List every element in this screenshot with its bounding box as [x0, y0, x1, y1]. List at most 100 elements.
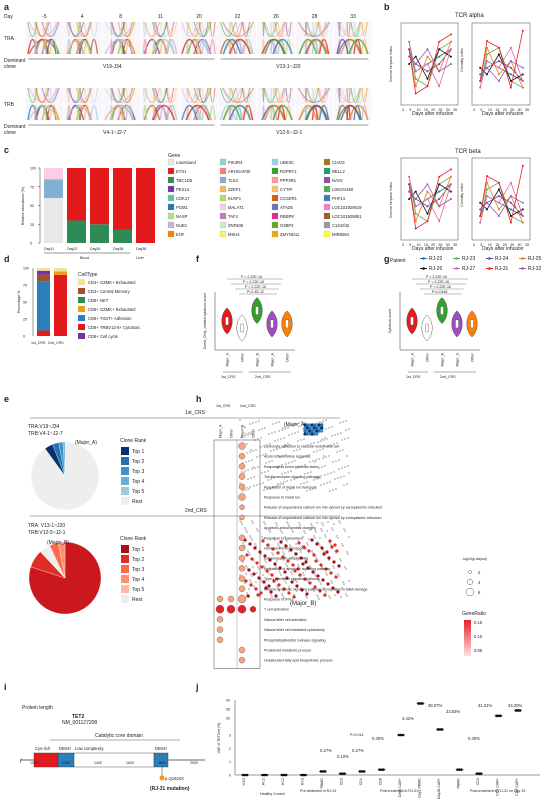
day-tick: 20 — [196, 14, 202, 20]
stack-segment — [37, 268, 50, 271]
umap-highlight — [249, 583, 253, 587]
dot — [238, 575, 246, 582]
chord-cell — [180, 22, 218, 54]
umap-point — [330, 425, 334, 429]
umap-highlight — [246, 594, 250, 598]
umap-point — [248, 578, 252, 582]
umap-point — [345, 454, 349, 458]
umap-point — [343, 565, 347, 569]
legend-swatch — [167, 185, 175, 193]
series-line — [479, 165, 524, 223]
y-tick: 75 — [30, 185, 34, 189]
legend-label: LowAbund — [176, 160, 196, 165]
umap-highlight — [247, 568, 251, 572]
umap-point — [296, 538, 300, 542]
umap-highlight — [256, 593, 260, 597]
umap-point — [285, 479, 289, 483]
umap-point — [328, 489, 332, 493]
legend-swatch — [323, 158, 331, 166]
umap-point — [314, 486, 318, 490]
x-tick: 10 — [488, 108, 492, 112]
umap-point — [253, 466, 257, 470]
x-tick: 10 — [488, 243, 492, 247]
stack-segment — [37, 274, 50, 282]
umap-point — [331, 460, 335, 464]
umap-point — [300, 420, 304, 424]
umap-point — [240, 522, 244, 526]
umap-point — [346, 464, 350, 468]
umap-highlight — [321, 578, 325, 582]
chord-arc — [167, 21, 177, 37]
legend-swatch — [78, 297, 85, 303]
chord-arc — [348, 38, 369, 55]
violin-box — [225, 316, 229, 326]
color-legend-label: 0.10 — [474, 634, 483, 639]
category-label: Day28 CAR+ — [437, 778, 441, 799]
umap-point — [278, 527, 282, 531]
umap-highlight — [267, 584, 271, 588]
umap-highlight — [274, 594, 278, 598]
size-legend-circle — [467, 579, 473, 585]
umap-point — [298, 456, 302, 460]
umap-point — [344, 419, 348, 423]
umap-point — [322, 482, 326, 486]
y-axis-label: Clonality index — [460, 48, 464, 72]
umap-highlight — [311, 570, 315, 574]
umap-point — [319, 474, 323, 478]
umap-highlight — [305, 429, 309, 433]
umap-point — [317, 466, 321, 470]
umap-point — [312, 478, 316, 482]
dominant-label: clone — [4, 64, 16, 70]
chord-arc — [305, 87, 307, 103]
umap-point — [244, 432, 248, 436]
x-tick: 0 — [473, 243, 475, 247]
legend-swatch — [121, 447, 129, 455]
umap-point — [347, 427, 351, 431]
legend-label: ZMYND11 — [280, 232, 300, 237]
umap-point — [264, 560, 268, 564]
umap-highlight — [315, 423, 319, 427]
umap-point — [284, 425, 288, 429]
umap-point — [302, 573, 306, 577]
umap-point — [309, 522, 313, 526]
legend-label: CIAO3 — [332, 160, 345, 165]
chord-arc — [143, 87, 147, 103]
umap-point — [323, 473, 327, 477]
umap-point — [317, 578, 321, 582]
umap-highlight — [322, 552, 326, 556]
dot — [238, 646, 246, 654]
umap-point — [251, 565, 255, 569]
legend-label: NUB1 — [176, 223, 188, 228]
umap-point — [297, 421, 301, 425]
umap-point — [295, 476, 299, 480]
umap-point — [279, 573, 283, 577]
umap-point — [283, 579, 287, 583]
legend-label: TLE4 — [228, 178, 239, 183]
row-label-TRB: TRB — [4, 102, 15, 108]
umap-highlight — [308, 429, 312, 433]
stack-segment — [113, 168, 132, 230]
umap-point — [284, 462, 288, 466]
vaf-annotation: 0.10% — [337, 754, 349, 759]
go-term-label: Release of sequestered calcium ion into … — [264, 506, 382, 510]
umap-point — [303, 531, 307, 535]
x-tick: 15 — [424, 243, 428, 247]
umap-point — [321, 523, 325, 527]
umap-point — [286, 566, 290, 570]
umap-point — [341, 544, 345, 548]
stack-segment — [37, 270, 50, 275]
legend-label: CD4+ GZMK+ Exhausted — [88, 280, 136, 285]
plot-frame — [400, 22, 459, 106]
umap-point — [281, 426, 285, 430]
umap-highlight — [252, 572, 256, 576]
umap-point — [287, 524, 291, 528]
umap-point — [290, 528, 294, 532]
break-mark: / — [20, 759, 22, 765]
chord-arc — [28, 38, 59, 55]
violin-box — [270, 319, 274, 329]
umap-point — [264, 461, 268, 465]
umap-point — [324, 535, 328, 539]
umap-point — [269, 477, 273, 481]
umap-point — [296, 563, 300, 567]
umap-point — [336, 572, 340, 576]
